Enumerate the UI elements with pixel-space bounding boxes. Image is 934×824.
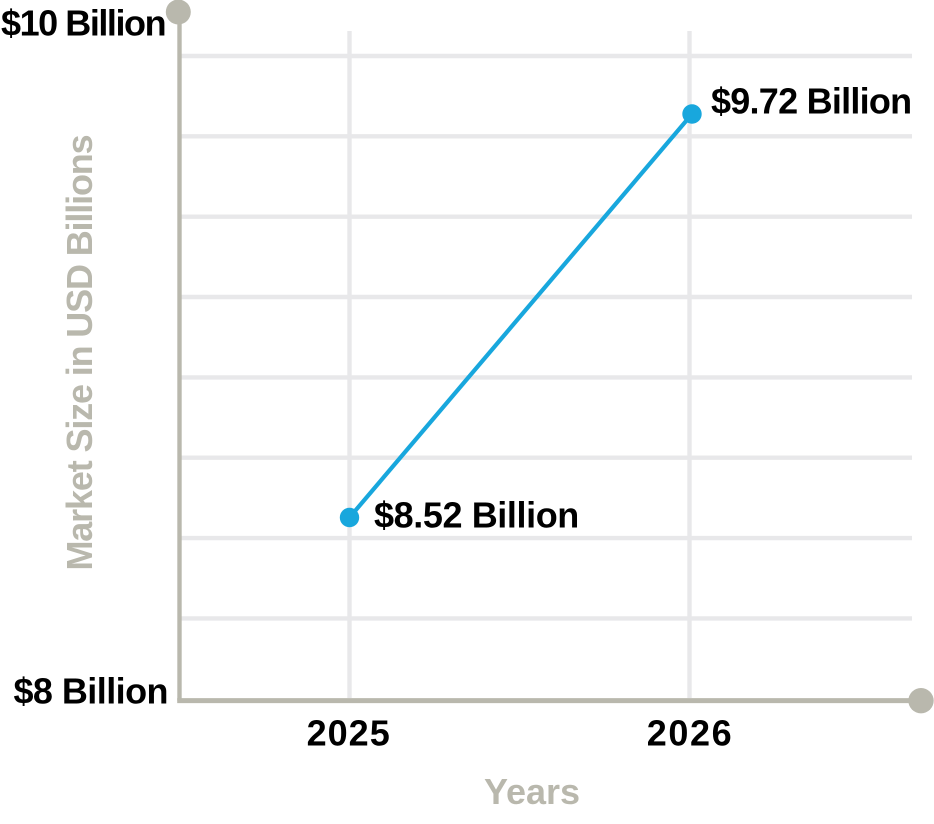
svg-text:$10 Billion: $10 Billion	[1, 3, 165, 44]
svg-text:Market Size in USD Billions: Market Size in USD Billions	[59, 135, 100, 570]
svg-text:$8 Billion: $8 Billion	[13, 670, 168, 711]
svg-text:2025: 2025	[307, 712, 391, 753]
svg-text:2026: 2026	[647, 712, 734, 753]
svg-text:$8.52 Billion: $8.52 Billion	[374, 494, 579, 535]
svg-text:Years: Years	[484, 771, 580, 812]
svg-text:$9.72 Billion: $9.72 Billion	[711, 81, 911, 122]
